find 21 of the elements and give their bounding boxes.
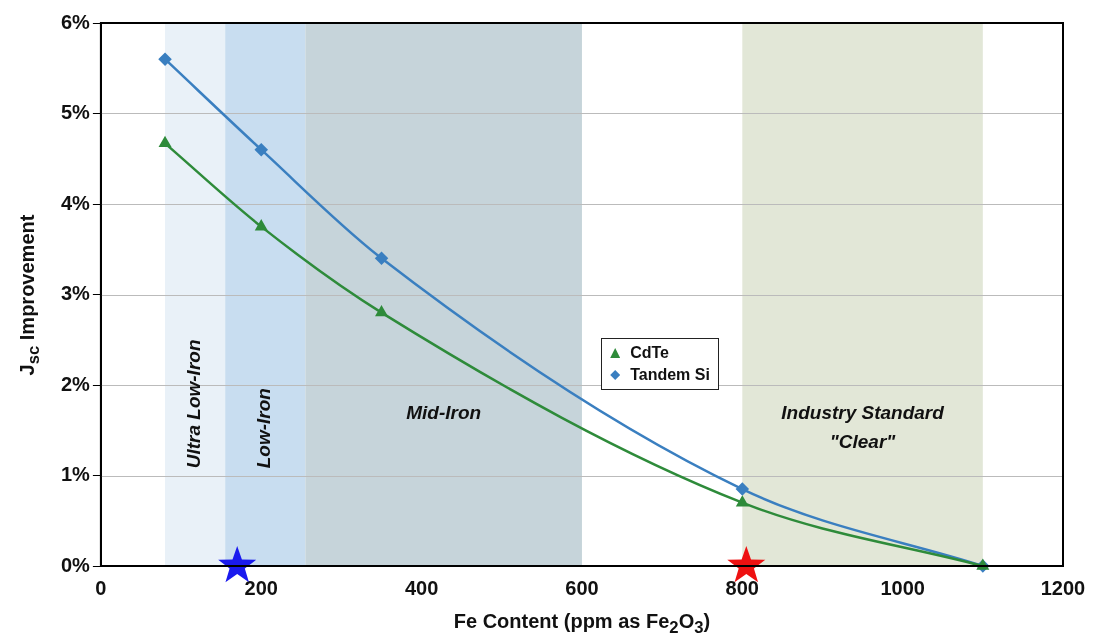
x-tick-label: 1200	[1040, 576, 1086, 599]
y-tick-label: 4%	[61, 191, 91, 214]
band-label: Ultra Low-Iron	[183, 339, 205, 469]
x-tick-label: 1000	[880, 576, 925, 599]
x-tick-label: 400	[404, 576, 439, 599]
legend-label: CdTe	[630, 342, 669, 363]
y-tick-label: 3%	[61, 282, 91, 305]
x-axis-title: Fe Content (ppm as Fe$_{2}$O$_{3}$)	[453, 610, 711, 637]
band-label: Low-Iron	[253, 388, 275, 469]
y-tick-label: 1%	[61, 463, 91, 486]
y-tick-label: 0%	[61, 553, 91, 576]
x-tick-label: 800	[725, 576, 759, 599]
x-tick-label: 0	[95, 576, 107, 599]
y-tick-label: 6%	[61, 10, 91, 33]
legend-label: Tandem Si	[630, 364, 710, 385]
y-tick-label: 5%	[61, 101, 91, 124]
band-label: Industry Standard "Clear"	[781, 402, 945, 453]
band-label: Mid-Iron	[406, 402, 482, 424]
x-tick-label: 200	[244, 576, 278, 599]
y-tick-label: 2%	[61, 372, 91, 395]
x-tick-label: 600	[565, 576, 599, 599]
